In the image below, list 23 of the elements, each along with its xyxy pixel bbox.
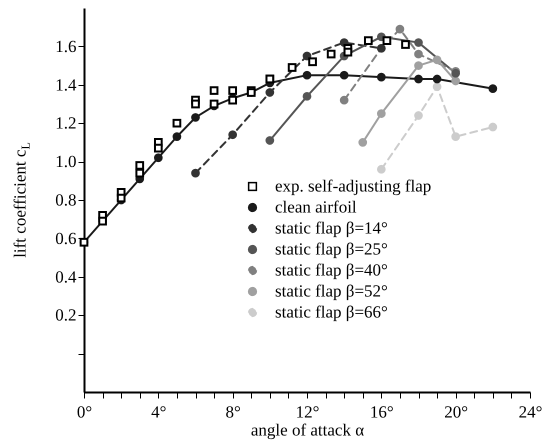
legend-label: static flap β=14°: [275, 218, 388, 238]
y-tick-label: 1.0: [55, 152, 76, 172]
legend-label: static flap β=66°: [275, 302, 388, 322]
x-tick-label: 12°: [296, 402, 320, 422]
y-tick-label: 0.8: [55, 190, 76, 210]
legend-label: exp. self-adjusting flap: [275, 176, 432, 196]
x-tick-label: 4°: [151, 402, 166, 422]
x-tick-label: 16°: [370, 402, 394, 422]
x-tick-label: 8°: [226, 402, 241, 422]
y-tick-label: 0.4: [55, 267, 77, 286]
legend-label: static flap β=25°: [275, 240, 388, 258]
y-tick-label: 1.4: [55, 75, 77, 94]
y-tick-label: 0.6: [55, 228, 76, 248]
legend-label: static flap β=52°: [275, 282, 388, 300]
x-tick-label: 0°: [76, 402, 92, 422]
y-tick-label: 0.2: [55, 306, 76, 325]
x-axis-title: angle of attack α: [250, 420, 364, 440]
y-tick-label: 1.2: [55, 114, 76, 133]
legend-label: clean airfoil: [275, 198, 357, 216]
x-tick-label: 24°: [518, 402, 542, 422]
y-tick-label: 1.6: [55, 36, 76, 56]
legend-label: static flap β=40°: [275, 260, 388, 280]
x-tick-label: 20°: [444, 402, 468, 422]
